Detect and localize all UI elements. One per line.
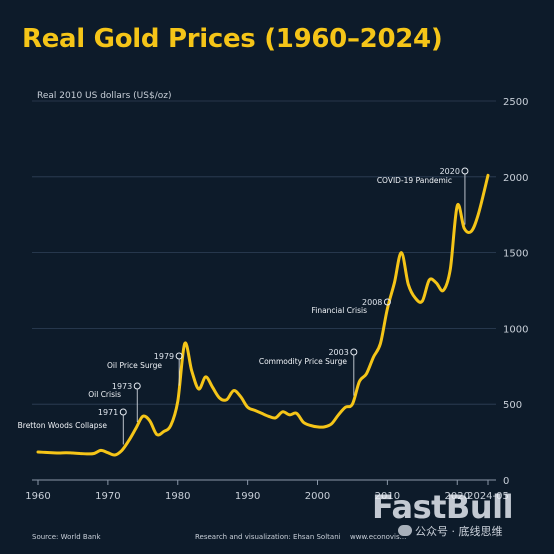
annotation-year: 1971 <box>98 408 118 417</box>
annotation-year: 2020 <box>440 167 460 176</box>
y-tick-label: 2500 <box>503 97 528 108</box>
x-tick-label: 1980 <box>165 491 190 502</box>
x-tick-label: 2020 <box>445 491 470 502</box>
footer-credit: Research and visualization: Ehsan Soltan… <box>195 533 341 541</box>
wechat-watermark: 公众号 · 底线思维 <box>398 523 503 539</box>
series-line-0 <box>36 173 490 457</box>
x-tick-label: 1970 <box>95 491 120 502</box>
annotation-label: Oil Price Surge <box>107 361 162 370</box>
annotation-year: 2003 <box>328 348 348 357</box>
annotation-marker <box>350 348 358 356</box>
wechat-text: 公众号 · 底线思维 <box>415 525 503 538</box>
price-series <box>36 173 490 457</box>
chart-title: Real Gold Prices (1960–2024) <box>22 24 443 54</box>
y-axis-ticks: 0 500 1000 1500 2000 2500 <box>503 97 528 487</box>
annotation-label: Financial Crisis <box>311 306 367 315</box>
annotation-marker <box>383 298 391 306</box>
y-tick-label: 1000 <box>503 324 528 335</box>
annotation-year: 2008 <box>362 298 382 307</box>
y-tick-label: 2000 <box>503 173 528 184</box>
annotation-marker <box>175 352 183 360</box>
y-tick-label: 500 <box>503 400 522 411</box>
fastbull-watermark: FastBull <box>372 488 514 526</box>
y-tick-label: 0 <box>503 476 509 487</box>
y-tick-label: 1500 <box>503 249 528 260</box>
annotation-marker <box>461 167 469 175</box>
x-tick-label: 2024-05 <box>467 491 509 502</box>
x-tick-label: 1990 <box>235 491 260 502</box>
x-tick-label: 1960 <box>25 491 50 502</box>
annotation-marker <box>119 408 127 416</box>
x-tick-label: 2000 <box>305 491 330 502</box>
footer-source: Source: World Bank <box>32 533 101 541</box>
annotation-label: COVID-19 Pandemic <box>377 176 452 185</box>
annotation-label: Bretton Woods Collapse <box>18 421 108 430</box>
annotation-label: Commodity Price Surge <box>259 357 348 366</box>
wechat-icon <box>398 525 412 536</box>
annotation-marker <box>133 382 141 390</box>
footer-site[interactable]: www.econovis... <box>350 533 407 541</box>
annotation-year: 1979 <box>154 352 174 361</box>
x-tick-label: 2010 <box>375 491 400 502</box>
y-axis-label: Real 2010 US dollars (US$/oz) <box>37 91 172 101</box>
annotation-label: Oil Crisis <box>88 390 121 399</box>
annotation-year: 1973 <box>112 382 132 391</box>
